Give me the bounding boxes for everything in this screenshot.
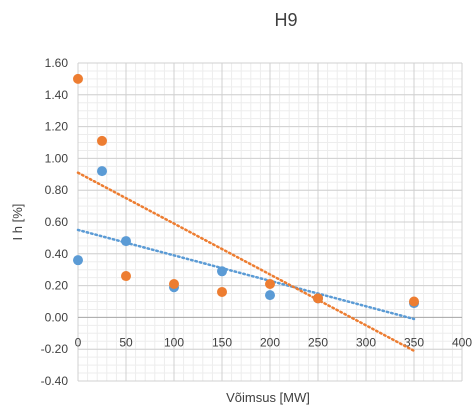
x-tick-label: 0 (75, 335, 82, 349)
data-point-series-1 (121, 236, 131, 247)
x-tick-label: 200 (260, 335, 280, 349)
trendline-series-1 (76, 228, 416, 321)
x-tick-label: 50 (119, 335, 133, 349)
y-tick-label: 0.20 (45, 279, 69, 293)
data-point-series-2 (217, 286, 227, 297)
chart-title: H9 (274, 10, 297, 30)
data-point-series-1 (265, 290, 275, 301)
data-point-series-2 (265, 279, 275, 290)
grid-major (77, 62, 463, 382)
data-point-series-2 (169, 279, 179, 290)
x-tick-label: 300 (356, 335, 376, 349)
y-tick-label: 1.60 (45, 56, 69, 70)
y-tick-labels: -0.40 -0.20 0.00 0.20 0.40 0.60 0.80 1.00 1.20 1.… (41, 56, 69, 388)
trendlines (76, 171, 416, 353)
y-tick-label: 0.80 (45, 183, 69, 197)
y-tick-label: 1.00 (45, 151, 69, 165)
y-tick-label: 0.40 (45, 247, 69, 261)
data-point-series-1 (217, 266, 227, 277)
data-point-series-1 (97, 166, 107, 177)
data-points (73, 73, 419, 309)
x-tick-label: 400 (452, 335, 472, 349)
x-axis-title: Võimsus [MW] (226, 390, 310, 405)
data-point-series-2 (73, 73, 83, 84)
y-tick-label: 1.20 (45, 120, 69, 134)
x-tick-labels: 0 50 100 150 200 250 300 350 400 (75, 335, 473, 349)
y-tick-label: -0.20 (41, 342, 69, 356)
y-tick-label: 0.00 (45, 310, 69, 324)
y-axis-title: I h [%] (10, 204, 25, 241)
x-tick-label: 350 (404, 335, 424, 349)
data-point-series-2 (409, 296, 419, 307)
y-tick-label: 1.40 (45, 88, 69, 102)
trendline-series-2 (76, 171, 416, 353)
y-tick-label: 0.60 (45, 215, 69, 229)
x-tick-label: 150 (212, 335, 232, 349)
y-tick-label: -0.40 (41, 374, 69, 388)
x-tick-label: 250 (308, 335, 328, 349)
x-tick-label: 100 (164, 335, 184, 349)
data-point-series-2 (313, 293, 323, 304)
data-point-series-1 (73, 255, 83, 266)
data-point-series-2 (121, 271, 131, 282)
data-point-series-2 (97, 135, 107, 146)
